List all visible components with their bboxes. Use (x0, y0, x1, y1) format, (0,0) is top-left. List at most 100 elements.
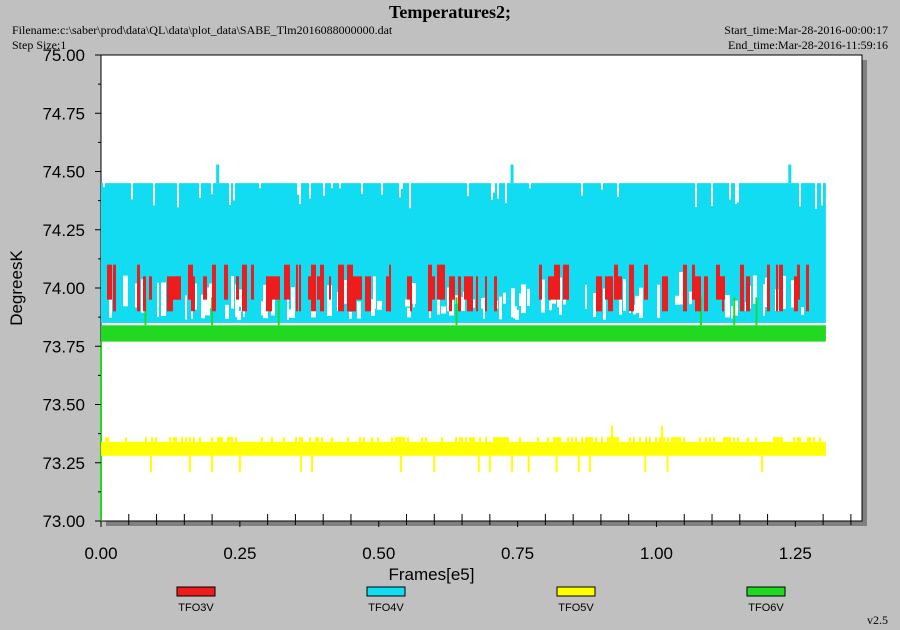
series-tfo4v-gap (801, 307, 804, 315)
series-tfo3v-pulse (296, 264, 298, 312)
series-tfo4v-gap (225, 304, 229, 319)
series-tfo5v-tick (231, 437, 233, 442)
series-tfo5v-tick (799, 437, 801, 442)
series-tfo5v-tick (733, 437, 735, 442)
series-tfo3v-pulse (431, 276, 435, 300)
series-tfo4v-gap (499, 296, 502, 320)
series-tfo3v-pulse (389, 264, 391, 312)
series-tfo3v-pulse (188, 264, 193, 300)
series-tfo5v-tick (371, 437, 373, 442)
series-tfo5v-tick (607, 437, 609, 442)
legend-label: TFO6V (748, 602, 784, 614)
series-tfo5v-tick (519, 437, 521, 442)
series-tfo5v-tick (181, 437, 183, 442)
series-tfo5v-tick (473, 437, 475, 442)
series-tfo3v-pulse (173, 276, 178, 300)
series-tfo4v-gap (405, 299, 410, 307)
series-tfo5v-tick (283, 437, 285, 442)
series-tfo4v-gap (491, 183, 493, 200)
series-tfo5v-tick (617, 437, 619, 442)
series-tfo3v-pulse (386, 276, 391, 312)
series-tfo3v-pulse (212, 264, 216, 312)
series-tfo3v-pulse (449, 276, 452, 312)
series-tfo4v-gap (781, 276, 786, 309)
series-tfo5v-tick (633, 437, 635, 442)
series-tfo4v-gap (311, 305, 316, 318)
series-tfo3v-pulse (722, 276, 724, 312)
series-tfo4v-gap (617, 183, 619, 197)
series-tfo3v-pulse (137, 264, 140, 312)
y-tick-label: 73.75 (42, 337, 85, 356)
series-tfo5v-tick (211, 437, 213, 442)
series-tfo4v-gap (381, 183, 383, 195)
series-tfo4v-gap (527, 288, 530, 306)
series-tfo4v-gap (763, 284, 765, 316)
series-tfo3v-pulse (407, 276, 411, 300)
series-tfo4v-gap (289, 309, 292, 318)
series-tfo4v-gap (799, 183, 801, 207)
series-tfo4v-gap (185, 295, 187, 320)
series-tfo4v-gap (229, 183, 231, 205)
series-tfo3v-pulse (605, 276, 610, 300)
series-tfo5v-tick (377, 437, 379, 442)
step-size-label: Step Size:1 (12, 38, 67, 52)
series-tfo5v-tick (399, 437, 401, 442)
series-tfo4v-gap (549, 300, 552, 311)
legend-swatch (746, 586, 786, 597)
series-tfo3v-pulse (149, 276, 152, 300)
series-tfo5v-tick (217, 437, 219, 442)
series-tfo5v-tick (725, 437, 727, 442)
series-tfo5v-tick (575, 437, 577, 442)
series-tfo5v-tick (347, 437, 349, 442)
series-tfo5v-tick (309, 437, 311, 442)
series-tfo5v-tick (331, 437, 333, 442)
legend-item-tfo4v: TFO4V (366, 586, 406, 614)
series-tfo5v-tick (321, 437, 323, 442)
series-tfo5v-tick (407, 437, 409, 442)
series-tfo3v-pulse (716, 264, 720, 300)
series-tfo4v-gap (327, 285, 332, 317)
series-tfo4v-gap (481, 297, 483, 309)
series-tfo4v-gap (619, 292, 622, 315)
series-tfo3v-pulse (464, 276, 467, 300)
series-tfo3v-pulse (662, 276, 668, 312)
series-tfo5v-tick (585, 437, 587, 442)
series-tfo4v-gap (135, 283, 137, 308)
series-tfo3v-pulse (428, 264, 432, 312)
series-tfo3v-pulse (272, 276, 278, 300)
series-tfo3v-pulse (494, 276, 497, 312)
series-tfo4v-gap (511, 288, 515, 318)
legend-swatch (176, 586, 216, 597)
series-tfo5v-tick (495, 437, 497, 442)
legend-swatch (366, 586, 406, 597)
series-tfo4v-gap (177, 183, 179, 208)
series-tfo3v-pulse (776, 264, 778, 312)
series-tfo4v-gap (521, 284, 526, 314)
series-tfo4v-gap (243, 309, 245, 317)
series-tfo5v-tick (797, 437, 799, 442)
series-tfo3v-pulse (617, 276, 622, 300)
series-tfo5v-tick (155, 437, 157, 442)
series-tfo4v-gap (157, 282, 159, 317)
series-tfo4v-gap (271, 284, 275, 316)
series-tfo5v-tick (391, 437, 393, 442)
series-tfo5v-tick (773, 437, 775, 442)
series-tfo4v-gap (641, 297, 643, 311)
series-tfo3v-pulse (608, 276, 613, 312)
series-tfo4v-gap (373, 276, 376, 309)
y-tick-label: 75.00 (42, 46, 85, 65)
series-tfo4v-gap (737, 183, 739, 203)
series-tfo3v-pulse (437, 264, 442, 300)
series-tfo3v-pulse (320, 264, 324, 312)
series-tfo4v-gap (679, 272, 684, 305)
series-tfo3v-pulse (107, 264, 112, 300)
series-tfo3v-pulse (299, 264, 301, 312)
series-tfo3v-pulse (266, 276, 272, 312)
start-time-label: Start_time:Mar-28-2016-00:00:17 (724, 23, 888, 37)
series-tfo5v-tick (261, 437, 263, 442)
series-tfo4v-gap (505, 183, 507, 203)
series-tfo3v-pulse (143, 276, 146, 312)
series-tfo4v-gap (473, 299, 475, 308)
series-tfo5v-tick (363, 437, 365, 442)
